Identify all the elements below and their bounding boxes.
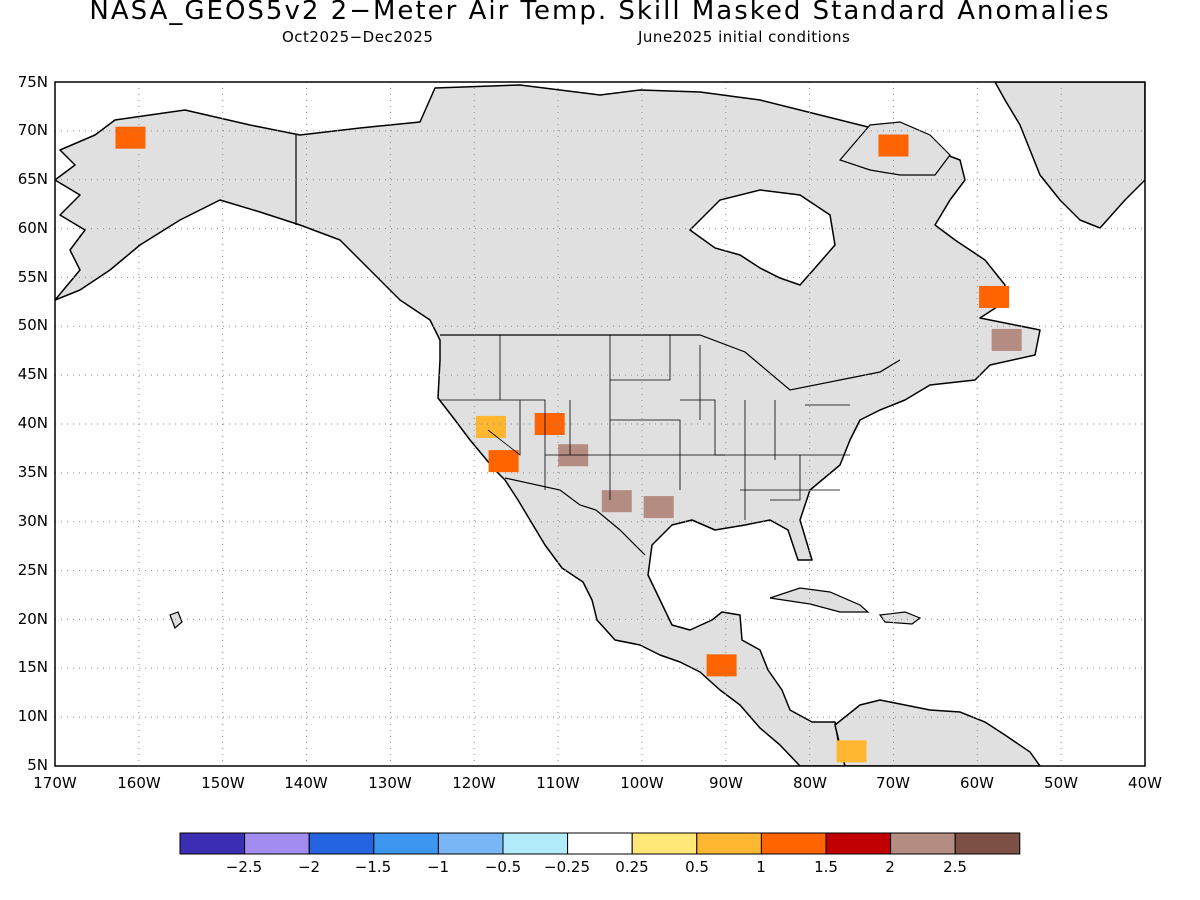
lon-tick-label: 170W bbox=[33, 774, 77, 792]
lon-tick-label: 130W bbox=[368, 774, 412, 792]
anomaly-patches bbox=[115, 126, 1022, 763]
greenland-landmass bbox=[994, 82, 1145, 229]
lat-tick-label: 60N bbox=[18, 219, 48, 237]
legend-color-box bbox=[954, 832, 1021, 855]
legend-color-box bbox=[308, 832, 375, 855]
legend-label: −0.25 bbox=[544, 858, 590, 876]
legend-color-box bbox=[437, 832, 504, 855]
latitude-axis: 5N 10N 15N 20N 25N 30N 35N 40N 45N 50N 5… bbox=[18, 73, 48, 774]
legend-color-box bbox=[631, 832, 698, 855]
map-frame bbox=[54, 81, 1146, 767]
us-canada-border bbox=[440, 334, 901, 391]
anomaly-patch bbox=[115, 126, 146, 149]
color-legend bbox=[179, 832, 1021, 855]
hudson-bay bbox=[688, 189, 836, 286]
lon-tick-label: 160W bbox=[117, 774, 161, 792]
lat-tick-label: 30N bbox=[18, 512, 48, 530]
legend-label: 1.5 bbox=[814, 858, 838, 876]
legend-label: 2 bbox=[885, 858, 895, 876]
legend-label: −1.5 bbox=[355, 858, 391, 876]
legend-label: 2.5 bbox=[943, 858, 967, 876]
legend-label: 0.5 bbox=[685, 858, 709, 876]
map-content bbox=[55, 82, 1145, 766]
hispaniola-island bbox=[878, 611, 922, 625]
south-america-landmass bbox=[834, 699, 1041, 766]
anomaly-patch bbox=[878, 134, 909, 157]
us-mexico-border bbox=[504, 477, 646, 556]
lon-tick-label: 50W bbox=[1044, 774, 1078, 792]
lat-tick-label: 40N bbox=[18, 414, 48, 432]
legend-color-box bbox=[179, 832, 246, 855]
legend-color-box bbox=[567, 832, 633, 855]
legend-color-box bbox=[502, 832, 569, 855]
legend-color-box bbox=[373, 832, 439, 855]
anomaly-patch bbox=[601, 490, 632, 513]
lat-tick-label: 45N bbox=[18, 365, 48, 383]
anomaly-patch bbox=[991, 328, 1022, 351]
state-borders bbox=[440, 335, 850, 520]
lon-tick-label: 90W bbox=[709, 774, 743, 792]
lon-tick-label: 100W bbox=[620, 774, 664, 792]
lat-tick-label: 65N bbox=[18, 170, 48, 188]
anomaly-patch bbox=[706, 654, 737, 677]
legend-label: 1 bbox=[756, 858, 766, 876]
initial-conditions: June2025 initial conditions bbox=[638, 28, 851, 46]
lon-tick-label: 80W bbox=[793, 774, 827, 792]
lon-tick-label: 140W bbox=[284, 774, 328, 792]
lon-tick-label: 40W bbox=[1128, 774, 1162, 792]
forecast-period: Oct2025−Dec2025 bbox=[282, 28, 434, 46]
lat-tick-label: 25N bbox=[18, 561, 48, 579]
legend-color-box bbox=[696, 832, 762, 855]
lat-tick-label: 20N bbox=[18, 610, 48, 628]
lon-tick-label: 150W bbox=[201, 774, 245, 792]
anomaly-patch bbox=[476, 415, 506, 438]
legend-color-box bbox=[760, 832, 827, 855]
anomaly-patch bbox=[534, 413, 565, 435]
lat-tick-label: 75N bbox=[18, 73, 48, 91]
anomaly-patch bbox=[836, 740, 867, 763]
lon-tick-label: 120W bbox=[452, 774, 496, 792]
legend-color-box bbox=[890, 832, 956, 855]
cuba-island bbox=[769, 587, 870, 613]
lat-tick-label: 55N bbox=[18, 268, 48, 286]
lat-tick-label: 15N bbox=[18, 658, 48, 676]
legend-label: 0.25 bbox=[615, 858, 648, 876]
lat-tick-label: 35N bbox=[18, 463, 48, 481]
lon-tick-label: 60W bbox=[960, 774, 994, 792]
legend-color-box bbox=[825, 832, 892, 855]
hawaii-islands bbox=[169, 611, 183, 630]
lat-tick-label: 10N bbox=[18, 707, 48, 725]
map-gridlines bbox=[55, 82, 1145, 766]
legend-label: −1 bbox=[427, 858, 449, 876]
anomaly-patch bbox=[643, 496, 674, 519]
longitude-axis: 170W 160W 150W 140W 130W 120W 110W 100W … bbox=[33, 774, 1162, 792]
anomaly-patch bbox=[979, 285, 1010, 308]
lat-tick-label: 70N bbox=[18, 121, 48, 139]
map-title: NASA_GEOS5v2 2−Meter Air Temp. Skill Mas… bbox=[89, 0, 1111, 26]
legend-label: −2.5 bbox=[226, 858, 262, 876]
lat-tick-label: 5N bbox=[27, 756, 48, 774]
legend-label: −2 bbox=[298, 858, 320, 876]
legend-color-box bbox=[244, 832, 310, 855]
lon-tick-label: 70W bbox=[876, 774, 910, 792]
legend-labels: −2.5 −2 −1.5 −1 −0.5 −0.25 0.25 0.5 1 1.… bbox=[226, 858, 967, 876]
lon-tick-label: 110W bbox=[536, 774, 580, 792]
anomaly-patch bbox=[488, 450, 519, 473]
legend-label: −0.5 bbox=[485, 858, 521, 876]
lat-tick-label: 50N bbox=[18, 316, 48, 334]
